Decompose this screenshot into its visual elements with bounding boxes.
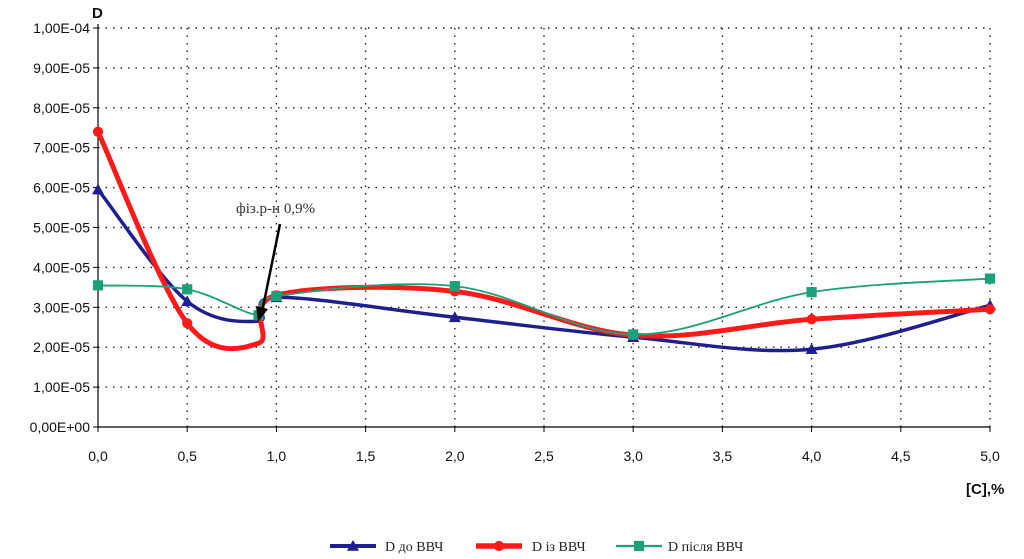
data-point bbox=[92, 280, 104, 291]
legend-item-3: D після ВВЧ bbox=[616, 540, 743, 555]
x-tick-labels: 0,0 0,5 1,0 1,5 2,0 2,5 3,0 3,5 4,0 4,5 5,0 bbox=[88, 448, 1000, 464]
series-2 bbox=[92, 126, 996, 352]
y-axis-label: D bbox=[92, 5, 103, 22]
legend-item-1: D до ВВЧ bbox=[330, 540, 443, 555]
x-tick-label: 0,5 bbox=[177, 448, 197, 464]
x-axis-label: [C],% bbox=[966, 481, 1004, 498]
legend-marker bbox=[633, 540, 645, 552]
legend-marker bbox=[493, 540, 505, 552]
y-tick-labels: 0,00E+00 1,00E-05 2,00E-05 3,00E-05 4,00E-05… bbox=[30, 20, 91, 435]
data-point bbox=[92, 126, 104, 137]
x-tick-label: 4,0 bbox=[802, 448, 822, 464]
y-tick-label: 1,00E-05 bbox=[33, 379, 90, 395]
data-point bbox=[984, 273, 996, 284]
legend-marker bbox=[347, 540, 359, 551]
series bbox=[92, 126, 996, 354]
legend: D до ВВЧ D із ВВЧ D після ВВЧ bbox=[330, 540, 743, 555]
data-point bbox=[181, 295, 194, 307]
y-tick-label: 3,00E-05 bbox=[33, 299, 90, 315]
data-point bbox=[448, 311, 461, 323]
y-tick-label: 1,00E-04 bbox=[33, 20, 90, 36]
y-tick-label: 4,00E-05 bbox=[33, 259, 90, 275]
x-tick-label: 1,0 bbox=[267, 448, 287, 464]
x-tick-label: 3,5 bbox=[713, 448, 733, 464]
y-tick-label: 7,00E-05 bbox=[33, 140, 90, 156]
data-point bbox=[805, 343, 818, 354]
data-point bbox=[92, 183, 104, 195]
data-point bbox=[984, 304, 996, 315]
axes bbox=[93, 24, 991, 432]
annotation-label: фіз.р-н 0,9% bbox=[236, 201, 315, 217]
legend-label: D із ВВЧ bbox=[532, 540, 586, 555]
legend-label: D після ВВЧ bbox=[668, 540, 743, 555]
data-point bbox=[806, 314, 817, 325]
y-tick-label: 6,00E-05 bbox=[33, 180, 90, 196]
annotation-arrow-shaft bbox=[260, 223, 282, 313]
y-tick-label: 9,00E-05 bbox=[33, 60, 90, 76]
data-point bbox=[806, 287, 817, 298]
x-tick-label: 2,5 bbox=[534, 448, 554, 464]
x-tick-label: 2,0 bbox=[445, 448, 465, 464]
data-point bbox=[628, 329, 639, 340]
y-tick-label: 0,00E+00 bbox=[30, 419, 91, 435]
data-point bbox=[271, 291, 282, 302]
y-tick-label: 5,00E-05 bbox=[33, 220, 90, 236]
y-tick-label: 2,00E-05 bbox=[33, 339, 90, 355]
x-tick-label: 3,0 bbox=[623, 448, 643, 464]
annotation: фіз.р-н 0,9% bbox=[236, 201, 315, 322]
data-point bbox=[182, 318, 193, 329]
y-tick-label: 8,00E-05 bbox=[33, 100, 90, 116]
grid bbox=[98, 27, 991, 427]
x-tick-label: 0,0 bbox=[88, 448, 108, 464]
data-point bbox=[449, 281, 460, 292]
x-tick-label: 4,5 bbox=[891, 448, 911, 464]
data-point bbox=[182, 284, 193, 295]
legend-item-2: D із ВВЧ bbox=[476, 540, 586, 555]
x-tick-label: 1,5 bbox=[356, 448, 376, 464]
annotation-arrow-head bbox=[256, 306, 268, 322]
series-line bbox=[96, 187, 992, 353]
x-tick-label: 5,0 bbox=[980, 448, 1000, 464]
legend-label: D до ВВЧ bbox=[385, 540, 443, 555]
